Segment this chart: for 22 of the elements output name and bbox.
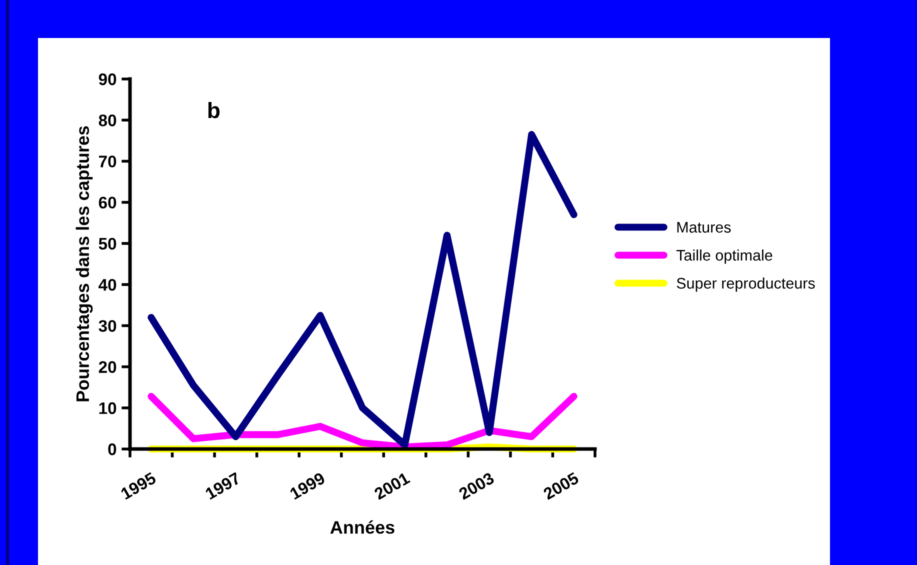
y-tick-label: 30	[98, 320, 116, 332]
x-tick-label: 1999	[289, 472, 326, 500]
legend-label: Taille optimale	[676, 249, 772, 264]
x-tick-label: 1995	[120, 472, 157, 500]
x-tick-label: 2001	[373, 472, 410, 500]
y-tick-label: 60	[98, 196, 116, 209]
y-tick-label: 70	[98, 156, 116, 168]
legend-label: Matures	[677, 222, 731, 233]
annotation: b	[208, 102, 220, 118]
y-tick-label: 10	[99, 402, 116, 414]
x-axis-title: Années	[330, 520, 394, 534]
y-axis-title: Pourcentages dans les captures	[76, 126, 93, 402]
y-tick-label: 0	[108, 443, 116, 456]
y-tick-label: 90	[98, 73, 116, 86]
x-tick-label: 1997	[204, 472, 242, 500]
y-tick-label: 20	[98, 361, 116, 373]
y-tick-label: 80	[98, 114, 116, 126]
x-tick-label: 2005	[542, 472, 580, 500]
y-tick-label: 40	[98, 278, 116, 291]
x-tick-label: 2003	[458, 472, 495, 500]
y-tick-label: 50	[98, 238, 116, 250]
legend-label: Super reproducteurs	[676, 277, 815, 292]
